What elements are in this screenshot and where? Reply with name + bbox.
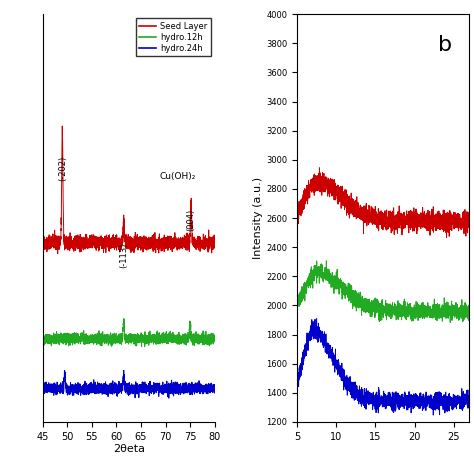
Legend: Seed Layer, hydro.12h, hydro.24h: Seed Layer, hydro.12h, hydro.24h (136, 18, 210, 56)
Text: b: b (438, 35, 452, 55)
Text: (004): (004) (187, 208, 196, 230)
X-axis label: 2θeta: 2θeta (113, 444, 145, 455)
Text: (-113): (-113) (119, 243, 128, 268)
Text: Cu(OH)₂: Cu(OH)₂ (160, 172, 196, 181)
Text: (-202): (-202) (58, 155, 67, 181)
Y-axis label: Intensity (a.u.): Intensity (a.u.) (254, 177, 264, 259)
